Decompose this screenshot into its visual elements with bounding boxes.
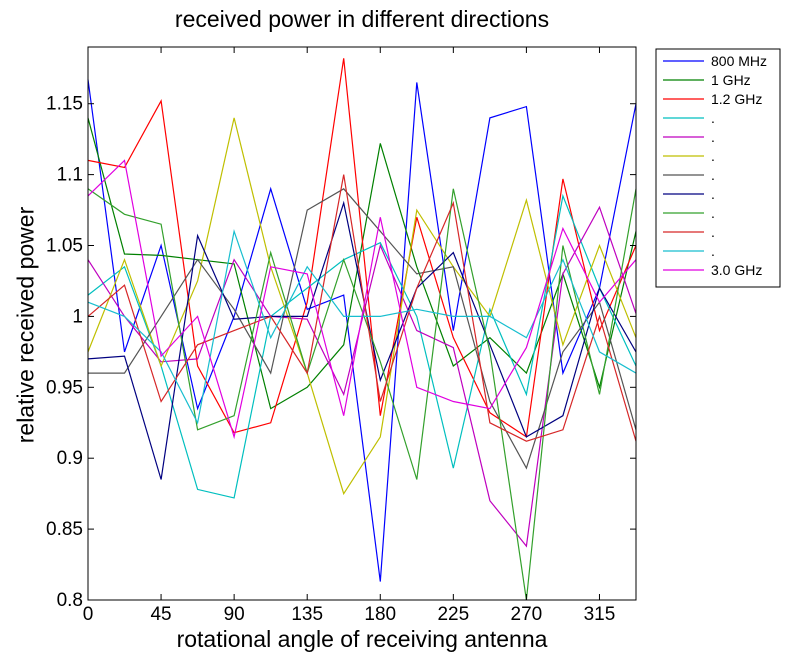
- y-tick-label: 1: [72, 306, 83, 327]
- legend-label: 800 MHz: [711, 53, 767, 69]
- y-tick-label: 0.85: [46, 519, 83, 540]
- legend-box: [655, 48, 781, 288]
- x-tick-label: 225: [437, 604, 469, 625]
- x-tick-label: 315: [584, 604, 616, 625]
- series-line-10: [87, 174, 637, 442]
- legend-label: .: [711, 148, 715, 164]
- legend-label: .: [711, 224, 715, 240]
- series-line-7: [88, 188, 637, 470]
- series-line-2: [87, 117, 637, 410]
- series-line-6: [87, 117, 637, 496]
- y-tick-label: 1.05: [46, 236, 83, 257]
- axis-ticks: 0 45 90 135 180 225 270 315 0.8 0.85 0.9 0.95 1 1.05 1…: [46, 47, 636, 625]
- x-tick-label: 270: [511, 604, 543, 625]
- legend-label: .: [711, 167, 715, 183]
- y-tick-label: 0.95: [46, 377, 83, 398]
- x-axis-label: rotational angle of receiving antenna: [176, 626, 548, 652]
- x-tick-label: 135: [291, 604, 323, 625]
- legend-label: 3.0 GHz: [711, 262, 762, 278]
- x-tick-label: 0: [83, 604, 94, 625]
- legend-label: 1 GHz: [711, 72, 751, 88]
- legend-label: .: [711, 243, 715, 259]
- y-tick-label: 0.9: [57, 448, 83, 469]
- series-line-4: [87, 193, 637, 499]
- chart-title: received power in different directions: [174, 6, 550, 32]
- legend-label: 1.2 GHz: [711, 91, 762, 107]
- series-line-3: [87, 58, 637, 438]
- plot-area: [87, 58, 637, 601]
- series-line-12: [87, 159, 637, 440]
- y-tick-label: 0.8: [57, 590, 83, 611]
- legend-label: .: [711, 205, 715, 221]
- legend-label: .: [711, 129, 715, 145]
- legend-label: .: [711, 110, 715, 126]
- series-line-9: [87, 188, 637, 601]
- legend-label: .: [711, 186, 715, 202]
- y-tick-label: 1.15: [46, 94, 83, 115]
- y-tick-label: 1.1: [57, 165, 83, 186]
- plot-frame: [87, 46, 637, 601]
- x-tick-label: 90: [224, 604, 245, 625]
- x-tick-label: 45: [150, 604, 171, 625]
- x-tick-label: 180: [364, 604, 396, 625]
- legend: 800 MHz 1 GHz 1.2 GHz........ 3.0 GHz: [655, 48, 781, 288]
